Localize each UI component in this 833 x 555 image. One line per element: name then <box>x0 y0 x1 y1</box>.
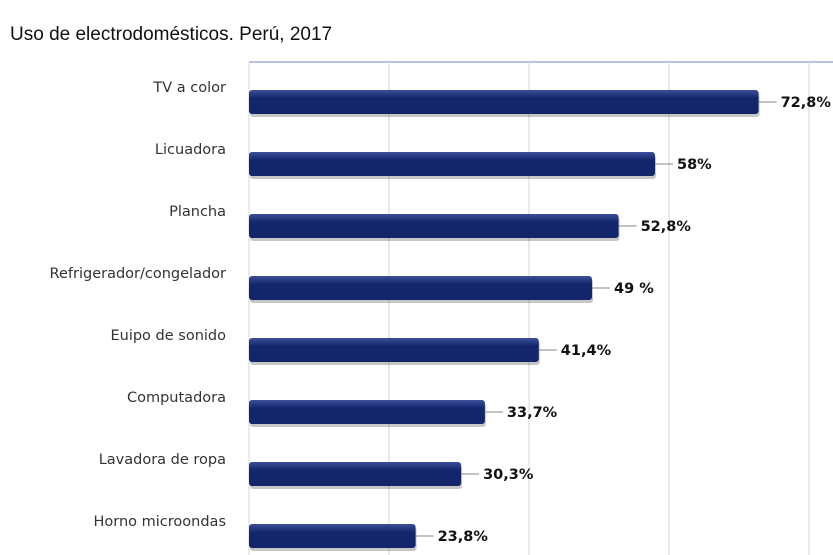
bar <box>249 462 462 486</box>
category-label: Computadora <box>127 390 226 406</box>
value-label: 52,8% <box>641 219 692 235</box>
value-label: 58% <box>677 157 712 173</box>
bar <box>249 400 485 424</box>
category-label: Refrigerador/congelador <box>50 266 226 282</box>
value-label: 41,4% <box>561 343 612 359</box>
bar <box>249 276 592 300</box>
category-label: Licuadora <box>155 142 226 158</box>
value-label: 30,3% <box>483 467 534 483</box>
category-label: TV a color <box>152 80 226 96</box>
category-label: Lavadora de ropa <box>99 452 226 468</box>
bar <box>249 90 759 114</box>
value-label: 72,8% <box>781 95 832 111</box>
chart-title: Uso de electrodomésticos. Perú, 2017 <box>10 24 332 45</box>
value-label: 49 % <box>614 281 654 297</box>
bar <box>249 524 416 548</box>
bar <box>249 214 619 238</box>
value-label: 23,8% <box>438 529 489 545</box>
bars <box>249 90 760 551</box>
gridlines <box>248 61 833 555</box>
category-label: Plancha <box>169 204 226 220</box>
bar <box>249 338 539 362</box>
category-label: Euipo de sonido <box>110 328 226 344</box>
labels: TV a color 72,8% Licuadora 58% Plancha 52,8% R… <box>50 80 832 545</box>
category-label: Horno microondas <box>94 514 227 530</box>
value-label: 33,7% <box>507 405 558 421</box>
bar <box>249 152 655 176</box>
